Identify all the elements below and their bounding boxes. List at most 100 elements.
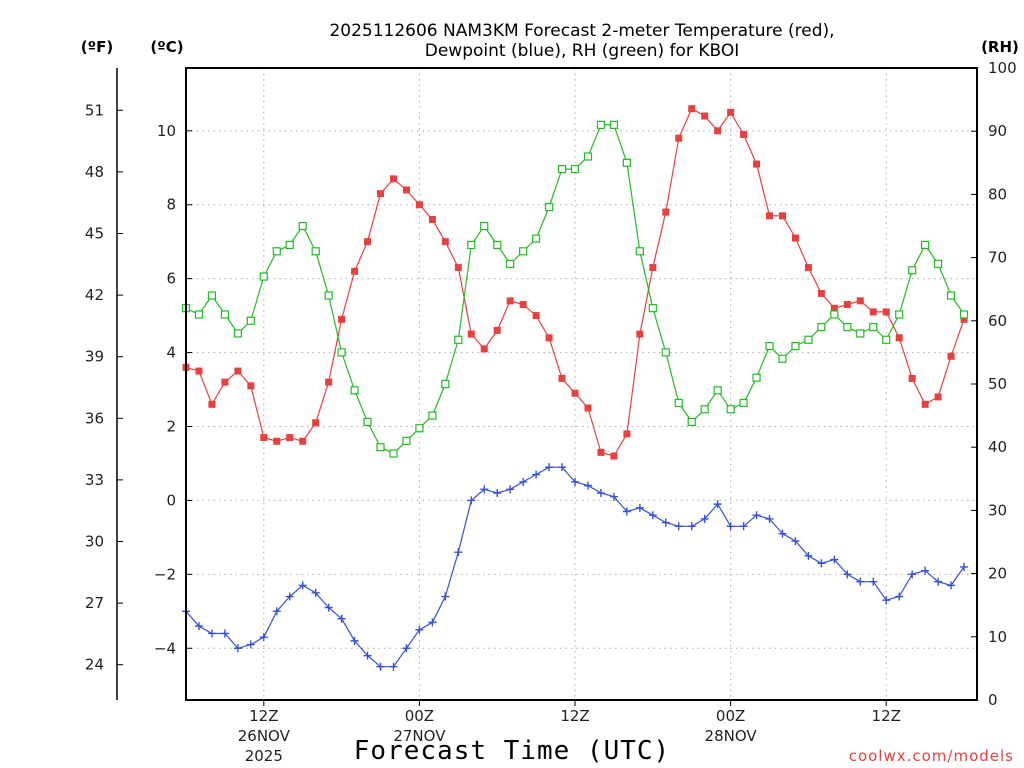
rh-point — [259, 272, 268, 281]
dewpoint-point — [908, 570, 917, 579]
fahrenheit-tick-label: 27 — [85, 594, 104, 612]
rh-point — [635, 247, 644, 256]
rh-point — [441, 379, 450, 389]
rh-point — [959, 310, 969, 319]
dewpoint-point — [791, 537, 800, 546]
dewpoint-point — [622, 507, 631, 516]
rh-unit-label: (RH) — [981, 38, 1019, 56]
rh-tick-label: 20 — [988, 565, 1007, 583]
dewpoint-point — [363, 651, 372, 660]
dewpoint-point — [856, 577, 865, 586]
chart-title-line-2: Dewpoint (blue), RH (green) for KBOI — [425, 41, 739, 61]
dewpoint-point — [454, 548, 463, 557]
temperature-point — [351, 267, 359, 275]
temperature-point — [467, 330, 475, 338]
rh-point — [376, 443, 385, 452]
dewpoint-point — [428, 618, 437, 627]
dewpoint-point — [259, 633, 268, 642]
fahrenheit-tick-label: 39 — [85, 348, 104, 366]
dewpoint-point — [687, 522, 696, 531]
rh-point — [415, 424, 424, 433]
temperature-point — [804, 264, 812, 272]
rh-point — [804, 335, 813, 344]
rh-point — [506, 259, 515, 269]
dewpoint-point — [596, 489, 605, 498]
plot-frame — [185, 67, 978, 701]
dewpoint-point — [960, 562, 969, 571]
temperature-point — [428, 216, 436, 224]
celsius-tick-label: −4 — [154, 639, 176, 657]
rh-point — [817, 323, 826, 332]
x-tick-label: 12Z — [872, 707, 901, 725]
temperature-point — [532, 312, 540, 320]
rh-point — [843, 323, 852, 332]
dewpoint-point — [661, 518, 670, 527]
rh-point — [570, 165, 580, 174]
dewpoint-point — [467, 496, 476, 505]
dewpoint-point — [713, 500, 722, 509]
temperature-point — [441, 238, 449, 246]
dewpoint-point — [830, 555, 839, 564]
dewpoint-point — [947, 581, 956, 590]
temperature-point — [869, 308, 877, 316]
dewpoint-point — [376, 662, 385, 671]
rh-point — [519, 247, 528, 256]
temperature-point — [597, 448, 605, 456]
fahrenheit-tick-label: 33 — [85, 471, 104, 489]
rh-point — [648, 304, 657, 313]
fahrenheit-tick-label: 51 — [85, 101, 104, 119]
temperature-point — [766, 212, 774, 220]
axis-layer: 12Z 26NOV 2025 00Z 27NOV 12Z 00Z 28NOV 12Z −4 −2 0 2… — [85, 59, 1017, 765]
dewpoint-point — [674, 522, 683, 531]
dewpoint-point — [532, 470, 541, 479]
temperature-point — [791, 234, 799, 242]
fahrenheit-tick-label: 48 — [85, 163, 104, 181]
dewpoint-point — [648, 511, 657, 520]
temperature-point — [675, 134, 683, 142]
temperature-point — [584, 404, 592, 412]
rh-point — [700, 405, 709, 414]
dewpoint-point — [194, 622, 203, 631]
rh-point — [220, 310, 230, 319]
rh-point — [467, 240, 476, 250]
temperature-point — [701, 112, 709, 120]
temperature-point — [286, 434, 294, 442]
x-axis-label: Forecast Time (UTC) — [354, 736, 670, 766]
temperature-point — [247, 382, 255, 390]
celsius-tick-label: 10 — [157, 122, 176, 140]
rh-point — [363, 417, 372, 427]
dewpoint-point — [934, 577, 943, 586]
temperature-point — [312, 419, 320, 427]
temperature-point — [377, 190, 385, 198]
temperature-point — [545, 334, 553, 342]
temperature-point — [519, 301, 527, 309]
rh-point — [933, 259, 943, 269]
dewpoint-point — [571, 477, 580, 486]
rh-point — [428, 411, 437, 420]
dewpoint-point — [298, 581, 307, 590]
temperature-point — [778, 212, 786, 220]
temperature-point — [753, 160, 761, 168]
dewpoint-point — [441, 592, 450, 601]
temperature-point — [934, 393, 942, 401]
rh-point — [272, 247, 281, 256]
rh-tick-label: 100 — [988, 59, 1017, 77]
rh-point — [194, 310, 204, 319]
fahrenheit-tick-label: 36 — [85, 409, 104, 427]
temperature-point — [895, 334, 903, 342]
rh-point — [544, 202, 554, 212]
temperature-series — [182, 105, 968, 460]
dewpoint-point — [350, 636, 359, 645]
temperature-point — [221, 378, 229, 386]
temperature-point — [610, 452, 618, 460]
dewpoint-point — [493, 489, 502, 498]
dewpoint-point — [415, 625, 424, 634]
x-tick-label: 00Z — [716, 707, 745, 725]
dewpoint-point — [207, 629, 216, 638]
chart-title-line-1: 2025112606 NAM3KM Forecast 2-meter Tempe… — [329, 21, 834, 41]
dewpoint-point — [739, 522, 748, 531]
temperature-point — [960, 315, 968, 323]
rh-tick-label: 70 — [988, 249, 1007, 267]
dewpoint-point — [558, 463, 567, 472]
